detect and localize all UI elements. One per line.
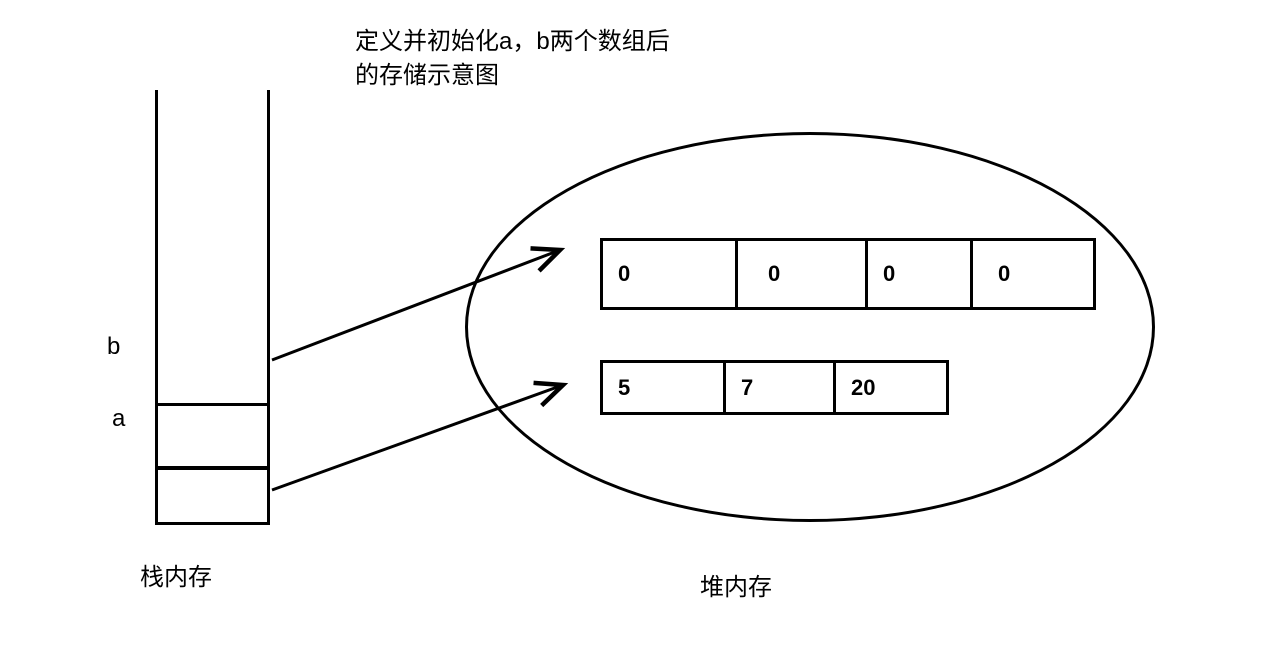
array-b-cell-3: 0 xyxy=(973,241,1093,307)
stack-divider-a-top xyxy=(158,466,267,470)
stack-memory-box xyxy=(155,90,270,525)
heap-array-a: 5 7 20 xyxy=(600,360,949,415)
array-a-cell-2: 20 xyxy=(836,363,946,412)
diagram-title: 定义并初始化a，b两个数组后 的存储示意图 xyxy=(355,25,670,92)
array-a-cell-0: 5 xyxy=(603,363,726,412)
stack-cell-label-b: b xyxy=(107,333,120,361)
array-b-cell-1: 0 xyxy=(738,241,868,307)
title-line-2: 的存储示意图 xyxy=(355,59,670,93)
stack-divider-b-top xyxy=(158,403,267,406)
array-a-cell-1: 7 xyxy=(726,363,836,412)
heap-array-b: 0 0 0 0 xyxy=(600,238,1096,310)
array-b-cell-2: 0 xyxy=(868,241,973,307)
title-line-1: 定义并初始化a，b两个数组后 xyxy=(355,25,670,59)
stack-cell-label-a: a xyxy=(112,405,125,433)
heap-ellipse xyxy=(465,132,1155,522)
array-b-cell-0: 0 xyxy=(603,241,738,307)
stack-label: 栈内存 xyxy=(140,557,212,592)
heap-label: 堆内存 xyxy=(700,567,772,602)
